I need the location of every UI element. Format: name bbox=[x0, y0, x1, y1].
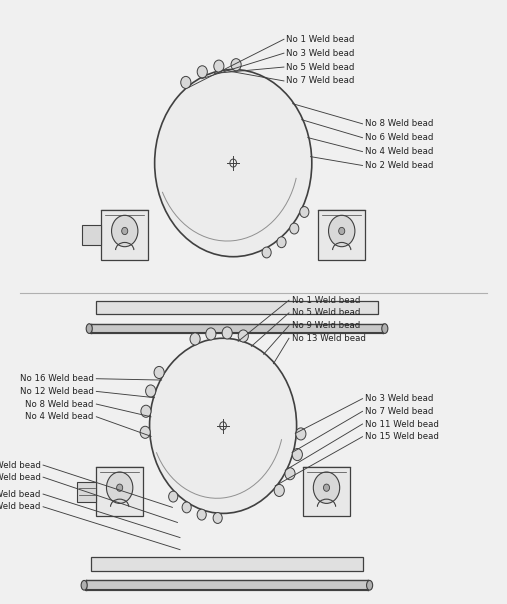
Ellipse shape bbox=[382, 324, 388, 333]
Text: No 4 Weld bead: No 4 Weld bead bbox=[25, 413, 94, 421]
Text: No 4 Weld bead: No 4 Weld bead bbox=[365, 147, 433, 156]
Circle shape bbox=[274, 484, 284, 496]
Circle shape bbox=[231, 59, 241, 71]
Text: No 3 Weld bead: No 3 Weld bead bbox=[286, 49, 355, 57]
Circle shape bbox=[150, 338, 297, 513]
Text: No 8 Weld bead: No 8 Weld bead bbox=[25, 400, 94, 408]
Circle shape bbox=[329, 215, 355, 246]
Bar bbox=[303, 467, 350, 516]
Bar bbox=[101, 210, 148, 260]
Text: No 2 Weld bead: No 2 Weld bead bbox=[365, 161, 433, 170]
Text: No 10 Weld bead: No 10 Weld bead bbox=[0, 473, 41, 481]
Circle shape bbox=[117, 484, 123, 491]
Circle shape bbox=[141, 405, 151, 417]
Text: No 7 Weld bead: No 7 Weld bead bbox=[365, 407, 433, 416]
Circle shape bbox=[182, 502, 191, 513]
Bar bbox=[96, 301, 378, 314]
Text: No 16 Weld bead: No 16 Weld bead bbox=[20, 374, 94, 383]
Circle shape bbox=[296, 428, 306, 440]
Bar bbox=[96, 467, 143, 516]
Circle shape bbox=[190, 333, 200, 345]
Circle shape bbox=[339, 227, 345, 234]
Circle shape bbox=[146, 385, 156, 397]
Text: No 5 Weld bead: No 5 Weld bead bbox=[292, 309, 360, 317]
Circle shape bbox=[106, 472, 133, 503]
Circle shape bbox=[197, 66, 207, 78]
Bar bbox=[91, 557, 363, 571]
Bar bbox=[318, 210, 365, 260]
Circle shape bbox=[155, 69, 312, 257]
Text: No 6 Weld bead: No 6 Weld bead bbox=[0, 490, 41, 498]
Ellipse shape bbox=[86, 324, 92, 333]
Text: No 13 Weld bead: No 13 Weld bead bbox=[292, 334, 366, 342]
Circle shape bbox=[169, 491, 178, 502]
Text: No 6 Weld bead: No 6 Weld bead bbox=[365, 133, 433, 142]
Circle shape bbox=[222, 327, 232, 339]
Ellipse shape bbox=[367, 580, 373, 590]
Circle shape bbox=[214, 60, 224, 72]
Circle shape bbox=[300, 207, 309, 217]
Text: No 5 Weld bead: No 5 Weld bead bbox=[286, 63, 355, 71]
Circle shape bbox=[285, 467, 295, 480]
Text: No 2 Weld bead: No 2 Weld bead bbox=[0, 503, 41, 511]
Circle shape bbox=[313, 472, 340, 503]
Text: No 7 Weld bead: No 7 Weld bead bbox=[286, 77, 355, 85]
Circle shape bbox=[292, 449, 302, 461]
Circle shape bbox=[122, 227, 128, 234]
Text: No 8 Weld bead: No 8 Weld bead bbox=[365, 120, 433, 128]
Circle shape bbox=[206, 328, 216, 340]
Circle shape bbox=[323, 484, 330, 491]
Text: No 1 Weld bead: No 1 Weld bead bbox=[286, 35, 355, 43]
Circle shape bbox=[197, 509, 206, 520]
Circle shape bbox=[112, 215, 138, 246]
Text: No 1 Weld bead: No 1 Weld bead bbox=[292, 296, 360, 304]
Circle shape bbox=[262, 247, 271, 258]
Circle shape bbox=[213, 513, 222, 524]
Circle shape bbox=[154, 367, 164, 379]
Circle shape bbox=[238, 330, 248, 342]
Circle shape bbox=[140, 426, 150, 439]
Text: No 15 Weld bead: No 15 Weld bead bbox=[365, 432, 439, 441]
Text: No 11 Weld bead: No 11 Weld bead bbox=[365, 420, 439, 428]
Circle shape bbox=[289, 223, 299, 234]
Bar bbox=[82, 225, 101, 245]
Text: No 12 Weld bead: No 12 Weld bead bbox=[20, 387, 94, 396]
Text: No 3 Weld bead: No 3 Weld bead bbox=[365, 394, 433, 403]
Ellipse shape bbox=[81, 580, 87, 590]
Text: No 14 Weld bead: No 14 Weld bead bbox=[0, 461, 41, 469]
Bar bbox=[77, 482, 96, 501]
Circle shape bbox=[181, 76, 191, 88]
Circle shape bbox=[277, 237, 286, 248]
Text: No 9 Weld bead: No 9 Weld bead bbox=[292, 321, 360, 330]
